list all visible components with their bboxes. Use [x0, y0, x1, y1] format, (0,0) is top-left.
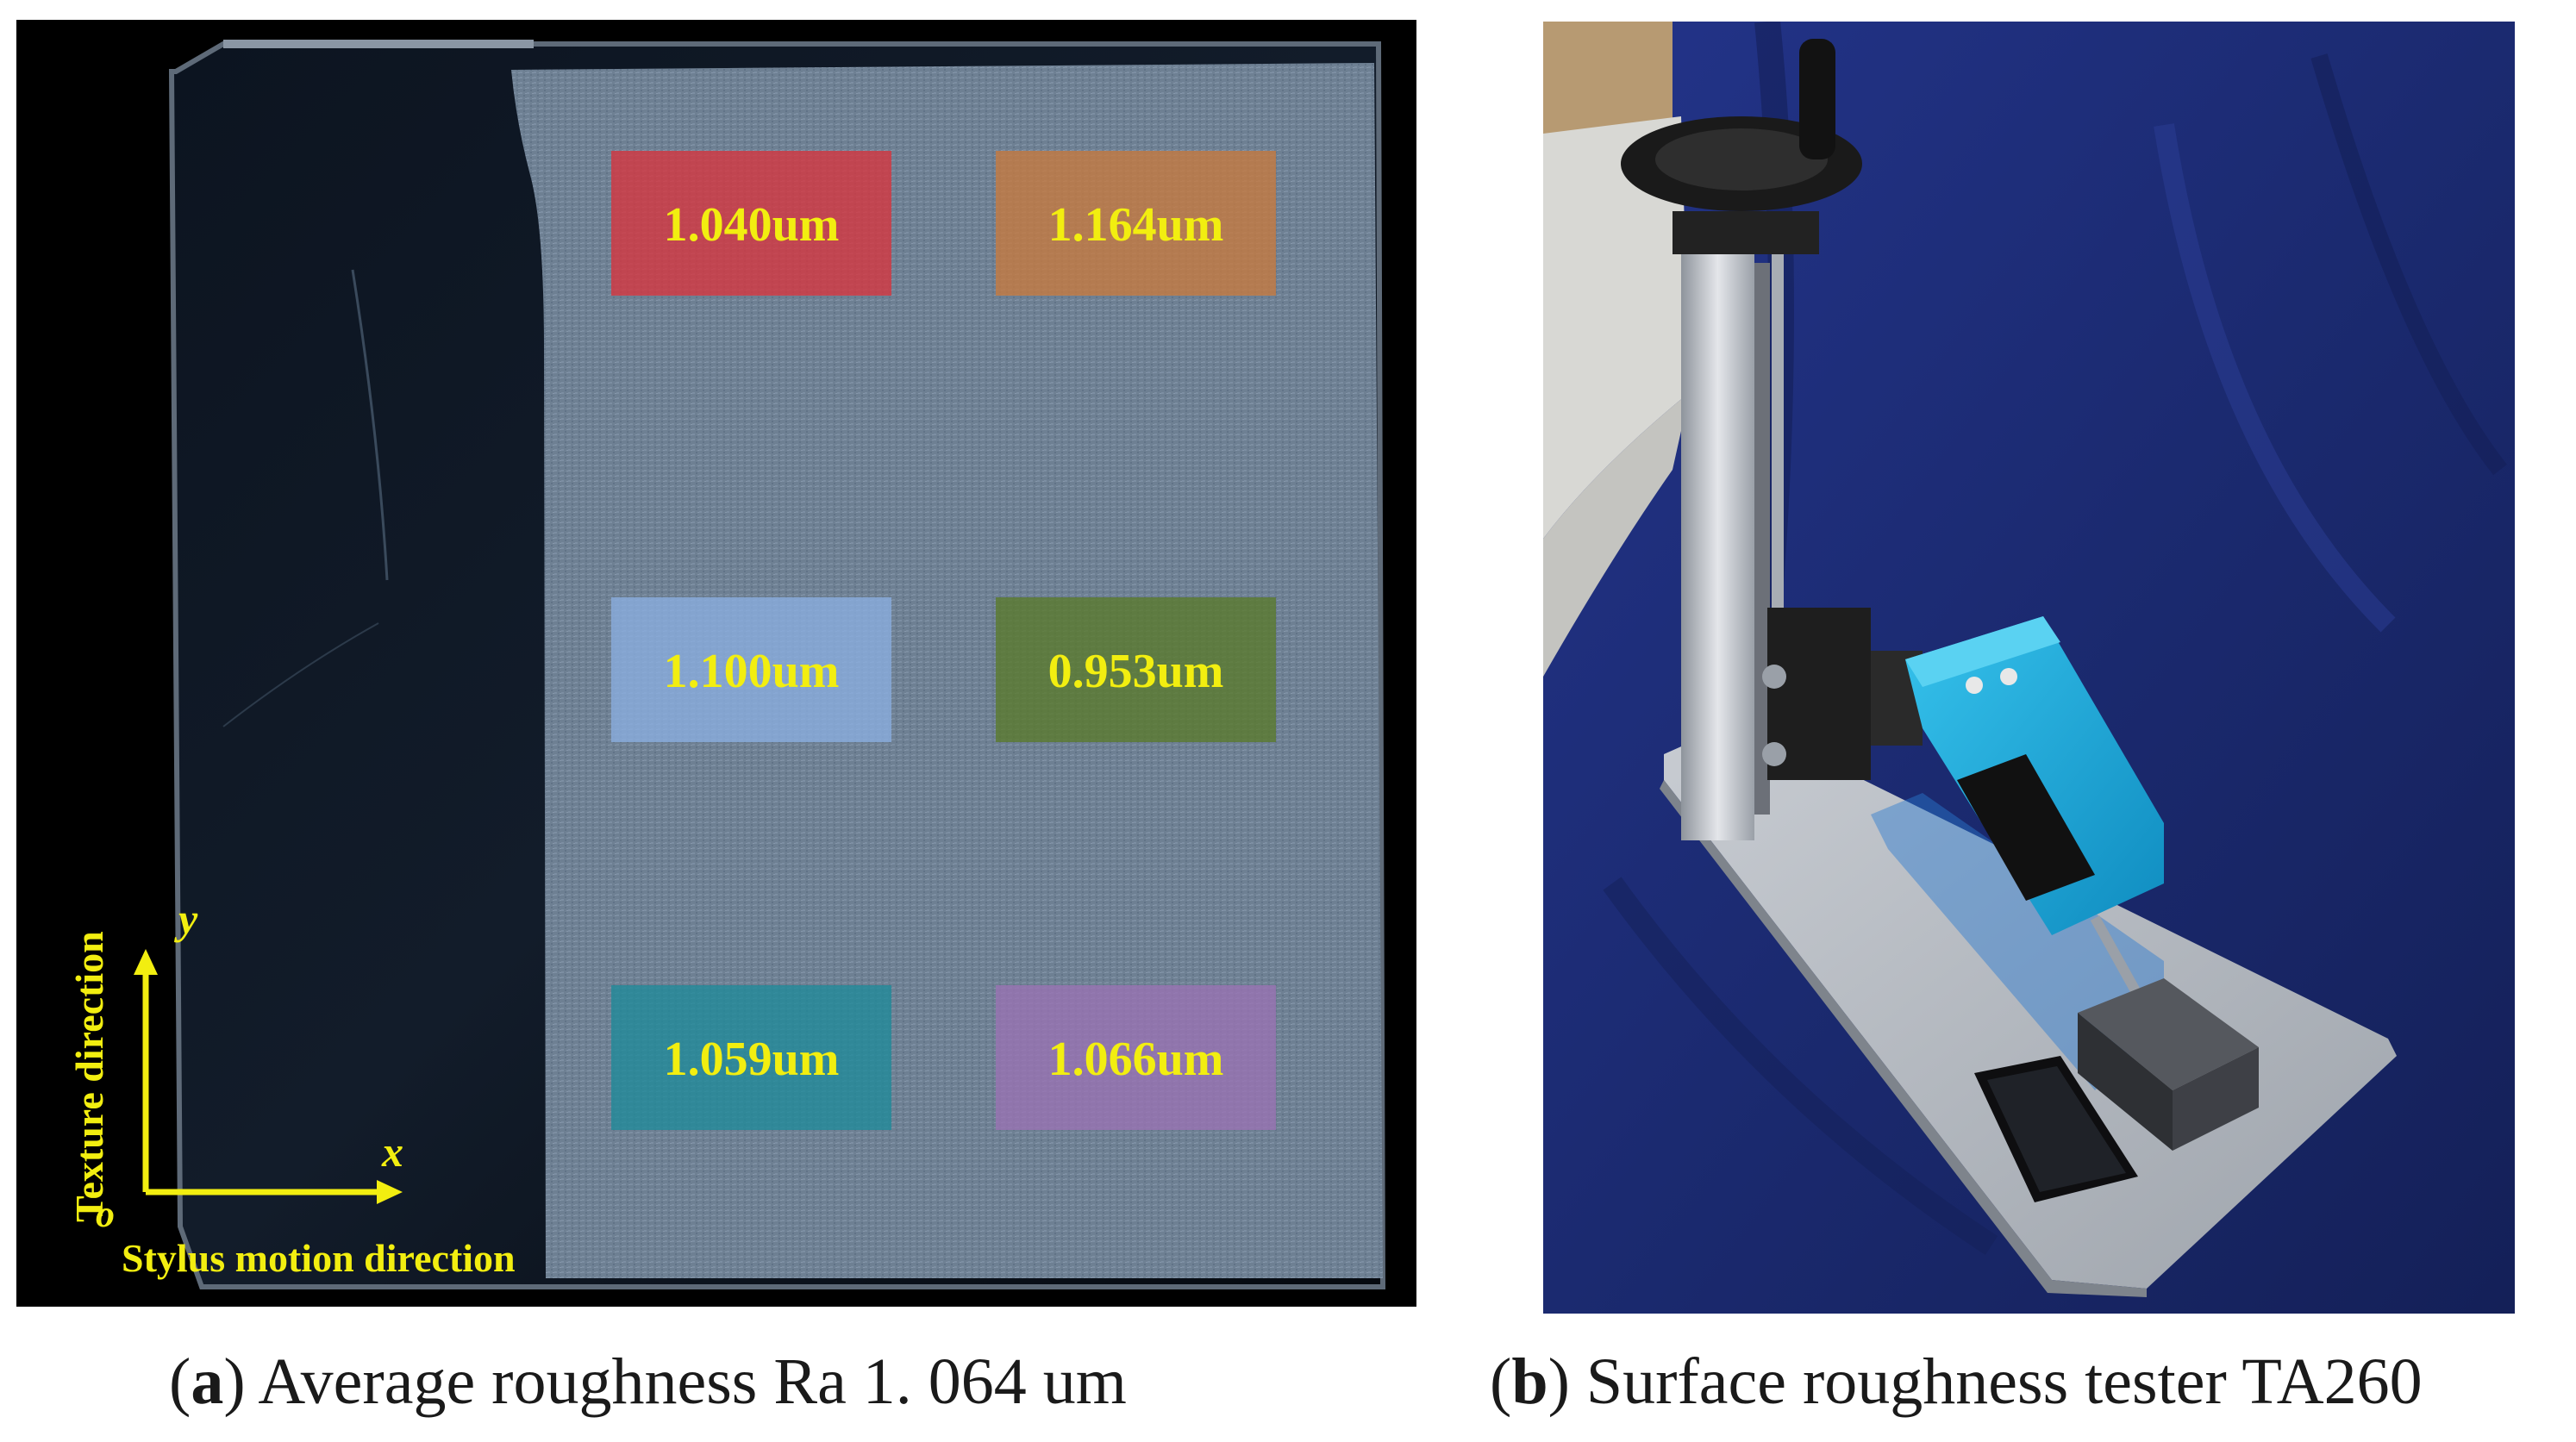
tester-photo — [1543, 22, 2515, 1314]
patch-area — [996, 597, 1276, 742]
sample-surface — [511, 63, 1383, 1278]
patch-area — [611, 151, 891, 296]
sample-photo: 1.040um 1.164um 1.100um 0.953um 1.059um 1.066… — [16, 20, 1416, 1307]
patch-area — [611, 985, 891, 1130]
measurement-patch: 1.059um — [611, 985, 891, 1130]
white-cabinet — [1543, 116, 1690, 539]
measurement-patch: 1.100um — [611, 597, 891, 742]
roughness-value: 0.953um — [1048, 645, 1224, 698]
roughness-value: 1.164um — [1048, 198, 1224, 252]
caption-a-text: Average roughness Ra 1. 064 um — [245, 1345, 1127, 1418]
cardboard-box — [1543, 22, 1673, 134]
metal-sample — [2078, 978, 2259, 1090]
caption-b-text: Surface roughness tester TA260 — [1569, 1345, 2423, 1418]
measurement-patch: 0.953um — [996, 597, 1276, 742]
stand-column — [1681, 220, 1754, 840]
y-axis-label: y — [174, 895, 198, 943]
caption-b: (b) Surface roughness tester TA260 — [1490, 1345, 2423, 1418]
coordinate-axes: y x o Texture direction Stylus motion di… — [67, 895, 516, 1280]
stylus-direction-label: Stylus motion direction — [122, 1236, 516, 1280]
roughness-value: 1.100um — [664, 645, 840, 698]
roughness-value: 1.040um — [664, 198, 840, 252]
y-arrow-head — [134, 949, 158, 975]
patch-area — [611, 597, 891, 742]
measurement-patch: 1.066um — [996, 985, 1276, 1130]
tester-scene — [1543, 22, 2515, 1314]
patch-area — [996, 151, 1276, 296]
sample-surface-scene: 1.040um 1.164um 1.100um 0.953um 1.059um 1.066… — [67, 40, 1386, 1289]
roughness-value: 1.059um — [664, 1033, 840, 1086]
base-plate — [1664, 720, 2397, 1289]
tester-display — [1957, 754, 2095, 901]
patch-area — [996, 985, 1276, 1130]
x-arrow-head — [377, 1180, 403, 1204]
caption-b-letter: b — [1511, 1345, 1548, 1418]
origin-label: o — [96, 1193, 115, 1235]
handwheel-grip — [1799, 39, 1835, 159]
measurement-patch: 1.040um — [611, 151, 891, 296]
measurement-patch: 1.164um — [996, 151, 1276, 296]
caption-a-letter: a — [191, 1345, 224, 1418]
x-axis-label: x — [381, 1127, 403, 1176]
caption-a: (a) Average roughness Ra 1. 064 um — [169, 1345, 1127, 1418]
top-block — [1673, 211, 1819, 254]
roughness-value: 1.066um — [1048, 1033, 1224, 1086]
texture-direction-label: Texture direction — [67, 931, 111, 1222]
